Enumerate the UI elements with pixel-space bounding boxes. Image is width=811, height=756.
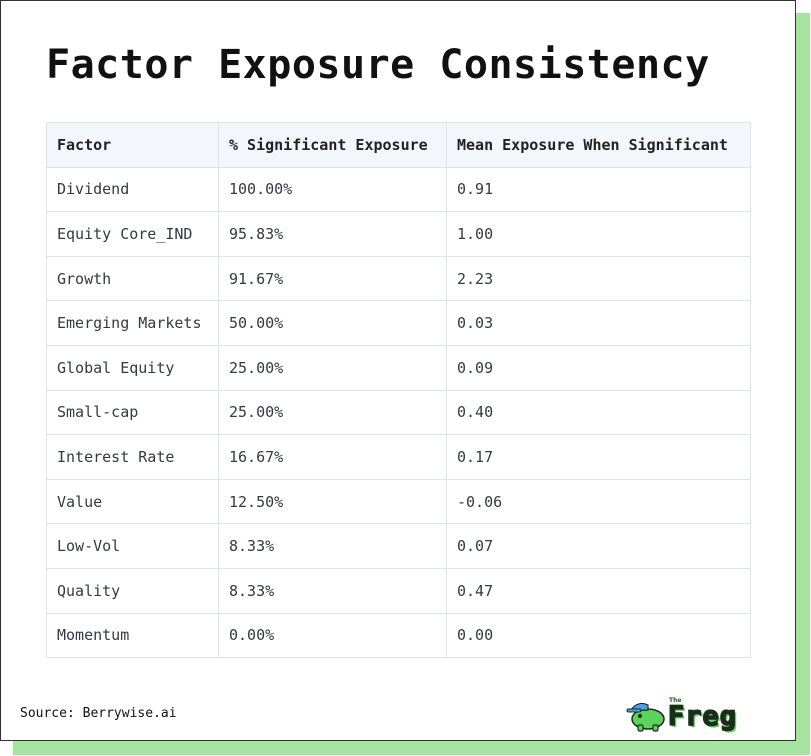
factor-cell: Emerging Markets — [46, 300, 219, 346]
factor-cell: Small-cap — [46, 389, 219, 436]
factor-cell: Equity Core_IND — [46, 211, 219, 257]
mean-exposure-cell: 2.23 — [446, 255, 751, 302]
significant-exposure-cell: 100.00% — [218, 166, 447, 213]
table-row: Dividend 100.00% 0.91 — [46, 166, 751, 213]
frog-mascot-icon — [626, 702, 665, 732]
significant-exposure-cell: 95.83% — [218, 211, 447, 257]
table-row: Small-cap 25.00% 0.40 — [46, 389, 751, 436]
table-row: Momentum 0.00% 0.00 — [46, 612, 751, 659]
significant-exposure-cell: 0.00% — [218, 612, 447, 659]
factor-cell: Momentum — [46, 612, 219, 659]
mean-exposure-cell: 0.17 — [446, 434, 751, 480]
page-title: Factor Exposure Consistency — [46, 42, 710, 88]
mean-exposure-cell: 0.40 — [446, 389, 751, 436]
table-row: Low-Vol 8.33% 0.07 — [46, 523, 751, 569]
mean-exposure-cell: 1.00 — [446, 211, 751, 257]
source-note: Source: Berrywise.ai — [20, 706, 177, 721]
table-row: Growth 91.67% 2.23 — [46, 255, 751, 302]
column-header-mean-exposure: Mean Exposure When Significant — [446, 122, 751, 168]
significant-exposure-cell: 25.00% — [218, 389, 447, 436]
factor-cell: Interest Rate — [46, 434, 219, 480]
factor-cell: Quality — [46, 567, 219, 614]
logo-tagline: The — [669, 697, 682, 704]
table-row: Value 12.50% -0.06 — [46, 478, 751, 525]
table-row: Global Equity 25.00% 0.09 — [46, 344, 751, 391]
mean-exposure-cell: -0.06 — [446, 478, 751, 525]
factor-cell: Value — [46, 478, 219, 525]
significant-exposure-cell: 16.67% — [218, 434, 447, 480]
significant-exposure-cell: 91.67% — [218, 255, 447, 302]
factor-cell: Growth — [46, 255, 219, 302]
significant-exposure-cell: 8.33% — [218, 523, 447, 569]
table-header-row: Factor % Significant Exposure Mean Expos… — [46, 122, 751, 168]
significant-exposure-cell: 12.50% — [218, 478, 447, 525]
factor-cell: Global Equity — [46, 344, 219, 391]
factor-table: Factor % Significant Exposure Mean Expos… — [46, 122, 751, 659]
table-row: Interest Rate 16.67% 0.17 — [46, 434, 751, 480]
mean-exposure-cell: 0.00 — [446, 612, 751, 659]
significant-exposure-cell: 25.00% — [218, 344, 447, 391]
column-header-factor: Factor — [46, 122, 219, 168]
mean-exposure-cell: 0.91 — [446, 166, 751, 213]
mean-exposure-cell: 0.07 — [446, 523, 751, 569]
table-row: Quality 8.33% 0.47 — [46, 567, 751, 614]
column-header-significant-exposure: % Significant Exposure — [218, 122, 447, 168]
factor-cell: Low-Vol — [46, 523, 219, 569]
mean-exposure-cell: 0.47 — [446, 567, 751, 614]
logo-wordmark: Freg — [667, 701, 738, 733]
factor-cell: Dividend — [46, 166, 219, 213]
table-row: Emerging Markets 50.00% 0.03 — [46, 300, 751, 346]
significant-exposure-cell: 50.00% — [218, 300, 447, 346]
mean-exposure-cell: 0.09 — [446, 344, 751, 391]
table-row: Equity Core_IND 95.83% 1.00 — [46, 211, 751, 257]
mean-exposure-cell: 0.03 — [446, 300, 751, 346]
significant-exposure-cell: 8.33% — [218, 567, 447, 614]
